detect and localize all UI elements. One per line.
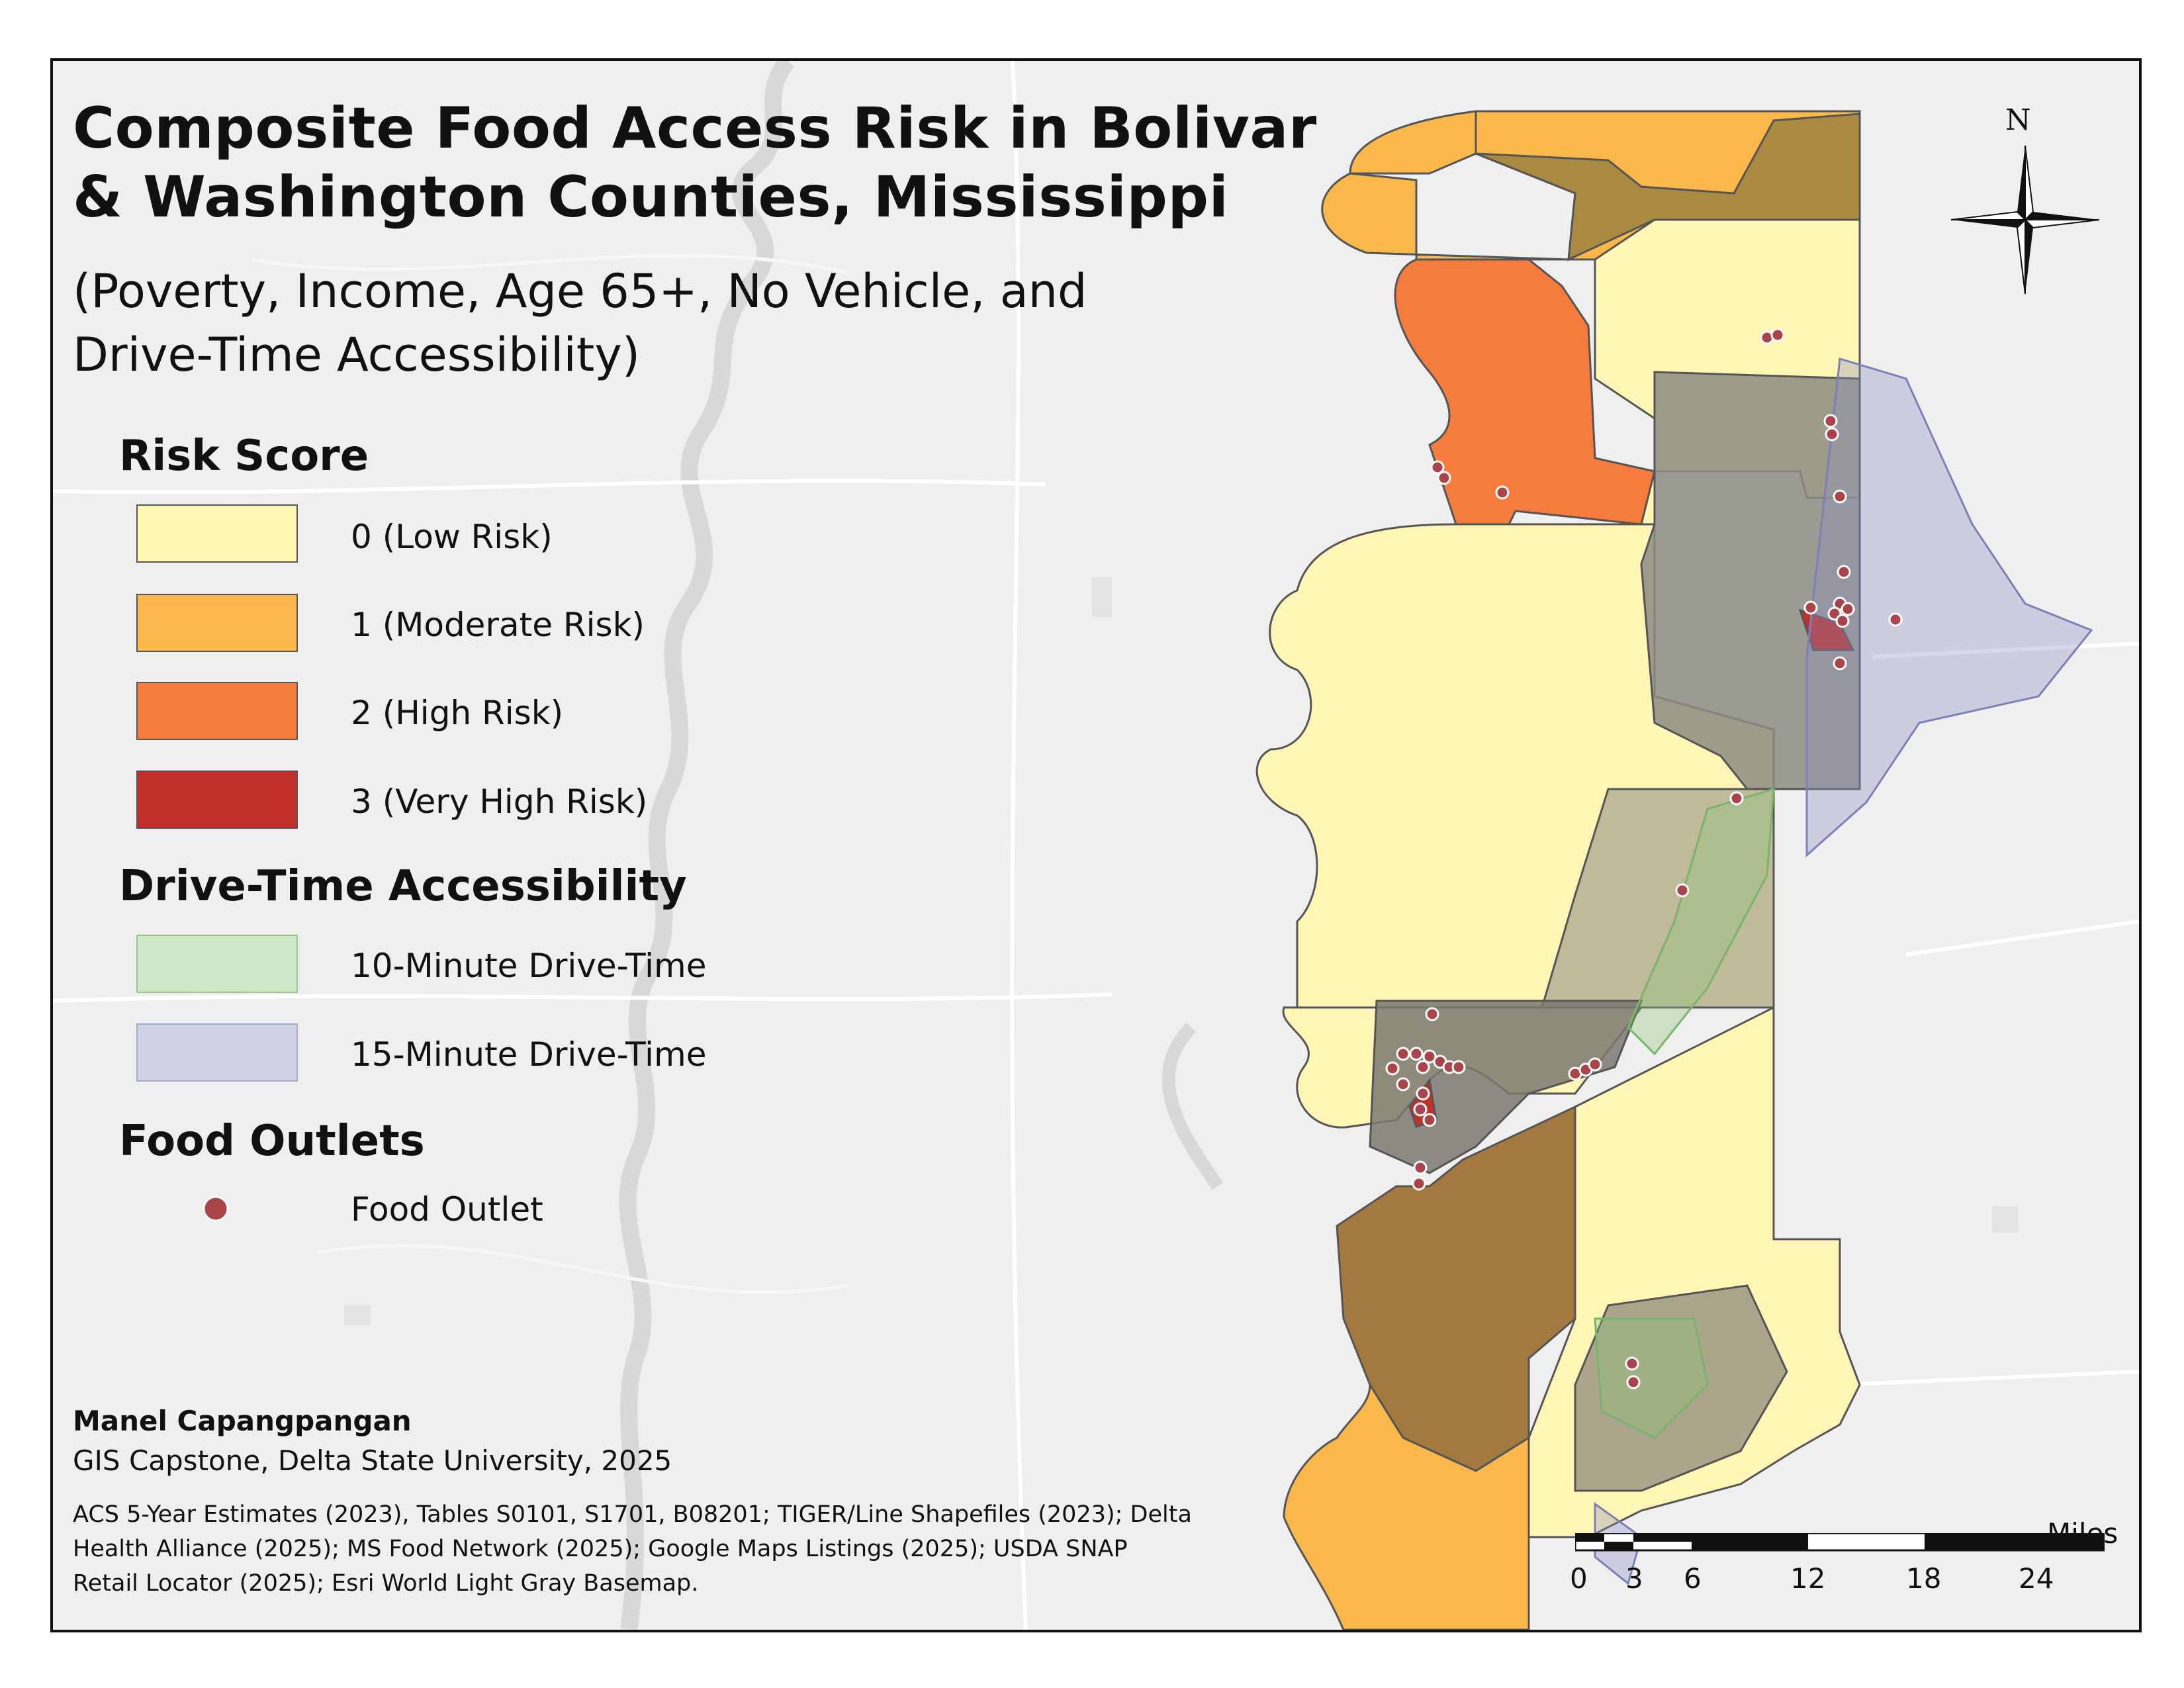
risk-zone-gray-south[interactable] (1540, 788, 1775, 1009)
food-outlet-marker[interactable] (1422, 1113, 1437, 1127)
food-outlet-marker[interactable] (1770, 328, 1785, 342)
scale-bar-graphic (1575, 1533, 2105, 1552)
map-frame: Composite Food Access Risk in Bolivar & … (50, 58, 2142, 1632)
legend-swatch-low-risk (136, 504, 298, 563)
risk-zone-high[interactable] (1394, 258, 1656, 526)
river-oxbow (1161, 1022, 1224, 1190)
risk-zone-gray-north[interactable] (1475, 113, 1861, 261)
food-outlet-marker[interactable] (1412, 1176, 1426, 1191)
food-outlet-marker[interactable] (1626, 1375, 1641, 1389)
legend-label-10-minute: 10-Minute Drive-Time (351, 947, 707, 985)
drive-time-10-south (1594, 1317, 1709, 1439)
basemap-road (317, 1244, 848, 1294)
legend-swatch-15-minute (136, 1023, 298, 1082)
legend-label-high-risk: 2 (High Risk) (351, 694, 564, 732)
food-outlet-marker[interactable] (1396, 1047, 1410, 1061)
food-outlets[interactable] (1385, 328, 1903, 1389)
food-outlet-marker[interactable] (1385, 1061, 1400, 1076)
food-outlet-marker[interactable] (1823, 414, 1838, 428)
map-canvas[interactable] (53, 61, 2139, 1630)
basemap-road (53, 479, 1046, 494)
basemap-road (1872, 641, 2139, 659)
food-outlet-marker[interactable] (1451, 1060, 1466, 1074)
legend-swatch-very-high-risk (136, 771, 298, 829)
legend-heading-risk: Risk Score (119, 432, 369, 481)
legend-label-15-minute: 15-Minute Drive-Time (351, 1035, 707, 1074)
food-outlet-marker[interactable] (1841, 602, 1855, 616)
basemap-road (251, 254, 848, 275)
food-outlet-marker[interactable] (1416, 1086, 1430, 1101)
legend-heading-food-outlets: Food Outlets (119, 1117, 425, 1166)
risk-zone-gray-central[interactable] (1369, 1000, 1643, 1174)
affiliation-credit: GIS Capstone, Delta State University, 20… (73, 1444, 672, 1477)
basemap-road (1839, 1370, 2139, 1387)
north-label: N (2005, 103, 2031, 137)
drive-time-10-central (1627, 787, 1775, 1056)
basemap-road (53, 992, 1113, 1003)
data-sources: ACS 5-Year Estimates (2023), Tables S010… (73, 1501, 1192, 1597)
food-outlet-marker[interactable] (1833, 489, 1847, 504)
food-outlet-marker[interactable] (1413, 1102, 1428, 1117)
map-subtitle-line1: (Poverty, Income, Age 65+, No Vehicle, a… (73, 264, 1087, 318)
food-outlet-marker[interactable] (1495, 485, 1510, 500)
scale-tick-0: 0 (1570, 1562, 1588, 1595)
scale-tick-24: 24 (2019, 1562, 2054, 1595)
food-outlet-marker[interactable] (1825, 427, 1839, 442)
basemap-parcel (344, 1305, 371, 1325)
risk-zone-gray-east[interactable] (1640, 371, 1861, 790)
scale-unit: Miles (2047, 1517, 2118, 1550)
legend-label-food-outlet: Food Outlet (351, 1190, 543, 1229)
scale-tick-18: 18 (1906, 1562, 1942, 1595)
risk-zone-moderate-southwest[interactable] (1283, 1381, 1530, 1630)
map-title-line2: & Washington Counties, Mississippi (73, 164, 1229, 230)
food-outlet-marker[interactable] (1437, 471, 1451, 485)
legend-swatch-10-minute (136, 935, 298, 993)
legend-heading-drive-time: Drive-Time Accessibility (119, 862, 687, 911)
food-outlet-marker[interactable] (1833, 656, 1847, 671)
food-outlet-marker[interactable] (1729, 791, 1744, 806)
author-credit: Manel Capangpangan (73, 1405, 412, 1437)
food-outlet-marker[interactable] (1888, 612, 1903, 627)
risk-zone-moderate-north-core[interactable] (1349, 110, 1477, 175)
map-subtitle-line2: Drive-Time Accessibility) (73, 328, 641, 382)
food-outlet-marker[interactable] (1625, 1356, 1639, 1371)
food-outlet-marker[interactable] (1675, 883, 1690, 898)
scale-tick-6: 6 (1684, 1562, 1702, 1595)
scale-tick-3: 3 (1625, 1562, 1643, 1595)
basemap (53, 61, 2139, 1630)
food-outlet-marker[interactable] (1416, 1060, 1430, 1074)
legend-food-outlet-icon (203, 1196, 229, 1222)
food-outlet-marker[interactable] (1430, 460, 1445, 475)
food-outlet-marker[interactable] (1425, 1007, 1439, 1021)
bolivar-county[interactable] (1255, 110, 1861, 1009)
basemap-road (1010, 61, 1028, 1630)
compass-rose-icon (1950, 145, 2100, 295)
basemap-parcel (1092, 577, 1112, 617)
legend-label-very-high-risk: 3 (Very High Risk) (351, 782, 648, 821)
mississippi-river (619, 61, 795, 1630)
drive-time-15-north (1805, 357, 2093, 858)
drive-time-10-minute (1594, 787, 1775, 1439)
basemap-parcel (1992, 1206, 2019, 1233)
food-outlet-marker[interactable] (1588, 1057, 1602, 1072)
washington-county[interactable] (1282, 1000, 1861, 1630)
food-outlet-marker[interactable] (1803, 600, 1818, 615)
map-title-line1: Composite Food Access Risk in Bolivar (73, 95, 1317, 162)
legend-swatch-moderate-risk (136, 594, 298, 652)
scale-tick-12: 12 (1790, 1562, 1826, 1595)
food-outlet-marker[interactable] (1837, 565, 1851, 579)
food-outlet-marker[interactable] (1409, 1047, 1424, 1061)
food-outlet-marker[interactable] (1413, 1160, 1428, 1175)
food-outlet-marker[interactable] (1422, 1049, 1437, 1064)
legend-swatch-high-risk (136, 682, 298, 740)
food-outlet-marker[interactable] (1835, 614, 1850, 628)
basemap-road (1905, 919, 2139, 957)
legend-label-low-risk: 0 (Low Risk) (351, 518, 553, 556)
risk-zone-gray-southeast[interactable] (1574, 1284, 1788, 1492)
food-outlet-marker[interactable] (1396, 1077, 1410, 1092)
legend-label-moderate-risk: 1 (Moderate Risk) (351, 606, 645, 644)
